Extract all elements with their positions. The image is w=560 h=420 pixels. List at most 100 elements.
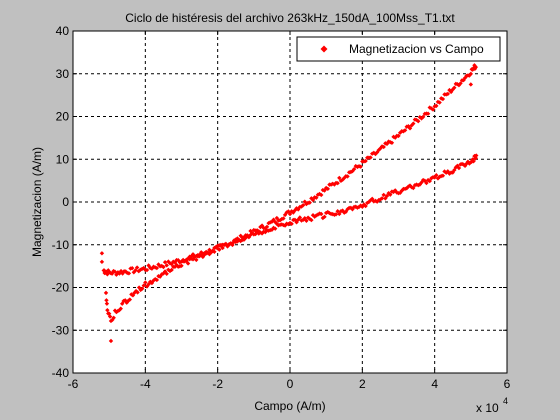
data-point	[162, 260, 168, 265]
data-point	[338, 208, 344, 214]
data-point	[465, 159, 471, 164]
data-point	[371, 150, 377, 156]
data-point	[195, 254, 201, 259]
data-point	[406, 184, 411, 189]
data-point	[412, 182, 418, 188]
data-point	[154, 265, 160, 271]
data-point	[427, 178, 432, 184]
data-point	[249, 230, 255, 236]
x-tick-label: -6	[68, 377, 79, 391]
data-point	[126, 271, 132, 276]
data-point	[287, 211, 293, 217]
data-point	[240, 235, 245, 240]
data-point	[396, 133, 401, 139]
data-point	[156, 273, 161, 279]
data-point	[435, 176, 441, 181]
data-point	[420, 114, 426, 120]
data-point	[112, 308, 118, 313]
x-tick-label: 0	[287, 377, 294, 391]
data-point	[277, 218, 283, 223]
data-point	[231, 238, 237, 243]
data-point	[373, 198, 378, 203]
x-tick-label: 6	[504, 377, 511, 391]
data-point	[350, 168, 355, 174]
x-axis-multiplier: x 10	[476, 401, 499, 415]
x-tick-label: -4	[140, 377, 151, 391]
data-point	[340, 177, 345, 182]
y-tick-label: 10	[56, 152, 70, 166]
data-point	[389, 140, 395, 145]
data-point	[273, 226, 278, 231]
x-tick-label: 2	[359, 377, 366, 391]
data-point	[310, 212, 316, 218]
data-point	[112, 269, 118, 274]
data-point	[452, 85, 457, 90]
data-point	[106, 269, 112, 275]
data-point	[132, 290, 137, 295]
data-point	[218, 243, 224, 249]
y-tick-label: -40	[52, 366, 70, 380]
data-point	[430, 174, 436, 180]
data-point	[335, 209, 340, 214]
data-point	[268, 227, 273, 233]
x-axis-label: Campo (A/m)	[254, 399, 325, 413]
data-point	[416, 118, 421, 124]
data-point	[287, 220, 293, 226]
data-point	[105, 307, 110, 313]
data-point	[161, 264, 166, 270]
y-axis-label: Magnetizacion (A/m)	[30, 147, 44, 257]
data-point	[389, 189, 395, 194]
data-point	[134, 265, 140, 270]
data-point	[325, 186, 331, 192]
data-point	[129, 292, 134, 297]
data-point	[458, 162, 463, 167]
data-point	[429, 176, 434, 181]
data-point	[203, 249, 209, 255]
data-point	[434, 103, 439, 109]
legend: Magnetizacion vs Campo	[296, 36, 501, 62]
data-point	[325, 209, 331, 215]
data-point	[351, 204, 357, 210]
data-point	[348, 169, 354, 175]
data-point	[274, 215, 280, 221]
data-point	[411, 121, 416, 126]
data-point	[386, 190, 391, 196]
data-point	[448, 89, 454, 95]
data-point	[104, 298, 109, 303]
data-point	[108, 318, 114, 324]
data-point	[299, 204, 304, 209]
data-point	[447, 171, 452, 176]
data-point	[320, 215, 326, 221]
y-tick-label: 20	[56, 110, 70, 124]
data-point	[314, 195, 319, 200]
data-point	[391, 134, 396, 140]
data-point	[144, 284, 150, 289]
data-point	[194, 257, 199, 263]
y-tick-label: -10	[52, 238, 70, 252]
data-point	[126, 298, 131, 303]
data-point	[171, 259, 176, 264]
data-point	[319, 192, 324, 198]
data-point	[110, 317, 115, 323]
data-point	[335, 180, 340, 186]
data-point	[342, 210, 347, 215]
data-point	[166, 267, 171, 272]
data-point	[471, 159, 476, 164]
legend-marker-icon	[320, 45, 328, 53]
data-point	[171, 264, 176, 270]
data-point	[388, 192, 393, 197]
data-point	[133, 268, 138, 273]
data-point	[103, 290, 109, 296]
data-point	[368, 198, 373, 203]
data-point	[386, 139, 391, 144]
data-point	[149, 266, 155, 271]
data-point	[274, 221, 280, 226]
axis-ticks	[72, 30, 508, 374]
data-point	[104, 301, 110, 306]
data-point	[407, 126, 413, 131]
y-tick-label: -20	[52, 281, 70, 295]
data-point	[402, 128, 408, 133]
data-point	[381, 144, 386, 150]
